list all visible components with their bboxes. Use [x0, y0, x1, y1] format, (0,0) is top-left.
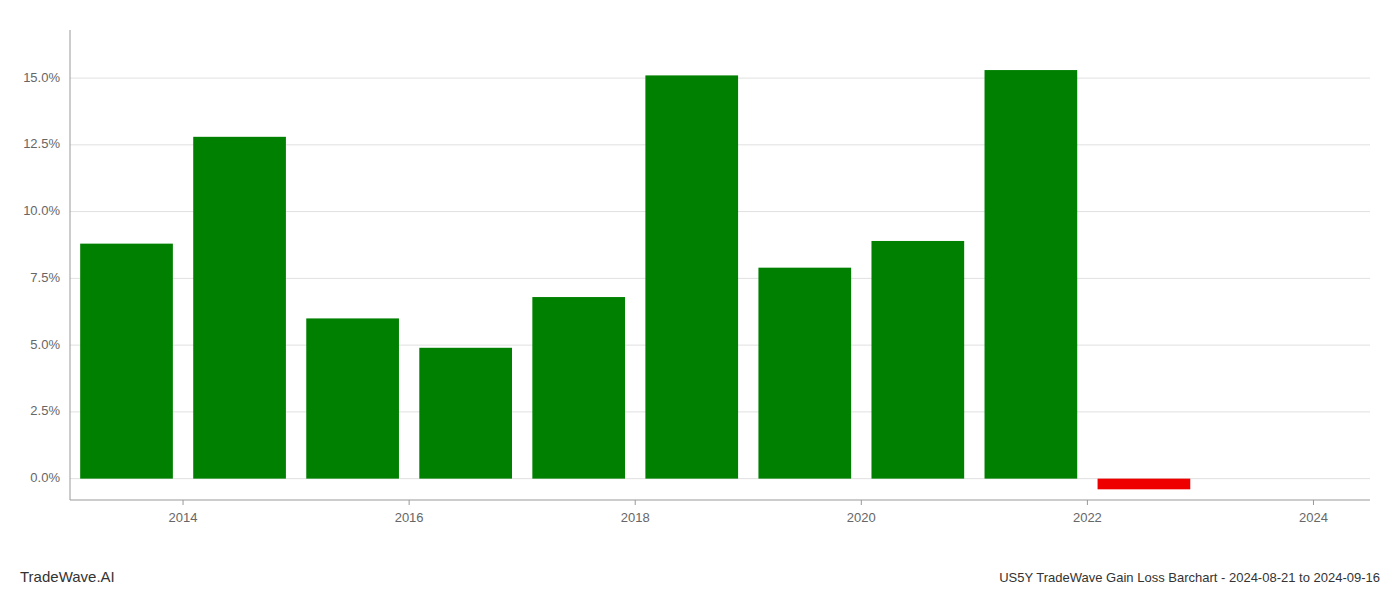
bar — [645, 75, 738, 478]
bar — [758, 268, 851, 479]
x-tick-label: 2016 — [395, 510, 424, 525]
x-tick-mark — [635, 500, 636, 505]
x-tick-label: 2024 — [1299, 510, 1328, 525]
bar — [1211, 478, 1304, 479]
background — [0, 0, 1400, 600]
bar — [1098, 479, 1191, 490]
y-axis-line — [70, 30, 71, 500]
x-ticks: 2014 2016 2018 2020 2022 2024 — [169, 500, 1328, 525]
y-tick-label: 7.5% — [30, 270, 60, 285]
x-tick-label: 2020 — [847, 510, 876, 525]
x-tick-mark — [1313, 500, 1314, 505]
y-tick-label: 5.0% — [30, 337, 60, 352]
bar — [985, 70, 1078, 479]
annotation: TradeWave.AI — [20, 568, 115, 585]
bar — [532, 297, 625, 479]
chart-container: 0.0%2.5%5.0%7.5%10.0%12.5%15.0%201420162… — [0, 0, 1400, 600]
bars — [80, 70, 1190, 489]
x-axis-line — [70, 500, 1370, 501]
y-tick-label: 12.5% — [23, 136, 60, 151]
chart-svg: 0.0%2.5%5.0%7.5%10.0%12.5%15.0%201420162… — [0, 0, 1400, 600]
bar — [306, 318, 399, 478]
y-tick-label: 2.5% — [30, 403, 60, 418]
y-tick-label: 10.0% — [23, 203, 60, 218]
title: US5Y TradeWave Gain Loss Barchart - 2024… — [999, 570, 1380, 585]
bar — [871, 241, 964, 479]
x-tick-mark — [1087, 500, 1088, 505]
x-tick-mark — [861, 500, 862, 505]
y-tick-label: 15.0% — [23, 70, 60, 85]
bar — [193, 137, 286, 479]
x-tick-label: 2014 — [169, 510, 198, 525]
y-tick-label: 0.0% — [30, 470, 60, 485]
x-tick-label: 2022 — [1073, 510, 1102, 525]
x-tick-label: 2018 — [621, 510, 650, 525]
bar — [80, 244, 173, 479]
x-tick-mark — [409, 500, 410, 505]
y-tick-labels: 0.0% 2.5% 5.0% 7.5% 10.0% 12.5% 15.0% — [23, 70, 60, 486]
bar — [419, 348, 512, 479]
x-tick-mark — [183, 500, 184, 505]
